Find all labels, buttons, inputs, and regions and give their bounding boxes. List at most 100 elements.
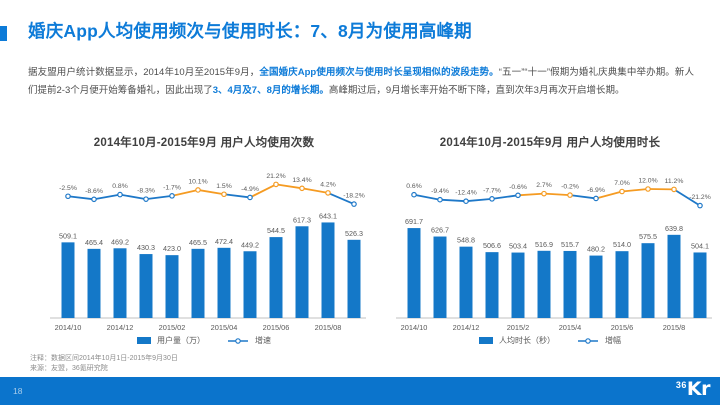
line-marker [299,185,305,192]
growth-percent-label: 10.1% [188,178,207,185]
chart-usage-duration-title: 2014年10月-2015年9月 用户人均使用时长 [439,137,661,149]
growth-line-segment [621,188,649,193]
bar-value-label: 504.1 [691,241,709,250]
growth-percent-label: -21.2% [689,194,711,201]
bar-value-label: 548.8 [457,236,475,245]
bar [347,239,361,318]
growth-percent-label: -8.6% [85,188,103,195]
bar [113,248,127,318]
growth-line-segment [543,192,571,196]
growth-line-segment [249,183,277,199]
bar [321,222,335,318]
line-marker [221,191,227,198]
line-marker [247,194,253,201]
bar [243,251,257,318]
growth-percent-label: 0.6% [406,183,422,190]
growth-percent-label: 7.0% [614,180,630,187]
growth-percent-label: -4.9% [241,186,259,193]
growth-line-segment [119,193,147,201]
logo-kr: Kr [686,378,711,400]
bar-legend-label: 用户量（万） [157,336,205,345]
line-marker [567,192,573,198]
bar-legend-swatch [479,337,493,344]
growth-line-segment [93,193,121,201]
line-marker [169,193,175,199]
bar-value-label: 515.7 [561,240,579,249]
growth-line-group: 0.6% -9.4% -12.4% -7.7% -0.6% 2.7% -0.2% -6.9% 7… [406,178,711,209]
line-marker [697,202,703,209]
bar [615,251,629,318]
bars-group: 509.1 465.4 469.2 430.3 423.0 465.5 472.4 449.2… [59,211,363,318]
usage-count-plot: 509.1 465.4 469.2 430.3 423.0 465.5 472.4 449.2… [50,173,366,332]
line-marker [117,191,123,198]
bar [433,236,447,318]
line-marker [463,198,469,205]
line-marker [325,190,331,196]
bar-value-label: 643.1 [319,211,337,220]
line-marker [671,186,677,193]
bar-legend-label: 人均时长（秒） [499,336,555,345]
bar [693,252,707,318]
growth-line-segment [171,189,199,197]
growth-line-segment [197,189,225,196]
growth-line-segment [569,194,597,200]
note-source: 来源：友盟，36氪研究院 [30,365,108,372]
bar-value-label: 430.3 [137,243,155,252]
line-marker [619,188,625,195]
bar-value-label: 506.6 [483,241,501,250]
growth-line-segment [465,197,493,203]
bar-value-label: 544.5 [267,226,285,235]
charts-row: 2014年10月-2015年9月 用户人均使用次数 509.1 465.4 469.… [36,134,718,346]
page-title: 婚庆App人均使用频次与使用时长：7、8月为使用高峰期 [28,21,472,41]
growth-percent-label: -1.7% [163,184,181,191]
bar-value-label: 423.0 [163,244,181,253]
growth-percent-label: -8.3% [137,188,155,195]
body-segment: 据友盟用户统计数据显示，2014年10月至2015年9月， [28,67,260,78]
bar [563,250,577,318]
growth-line-segment [67,195,95,201]
line-marker [541,190,547,197]
line-marker [91,196,97,203]
line-legend-label: 增幅 [605,336,621,345]
x-tick-label: 2015/4 [559,323,582,332]
growth-percent-label: 2.7% [536,182,552,189]
bar [217,247,231,318]
page-number: 18 [13,386,23,396]
body-paragraph: 据友盟用户统计数据显示，2014年10月至2015年9月，全国婚庆App使用频次… [28,64,694,99]
bar-value-label: 691.7 [405,217,423,226]
line-marker [65,193,71,200]
x-tick-label: 2015/2 [507,323,530,332]
growth-line-segment [223,193,251,199]
bar [139,254,153,318]
bar [667,234,681,318]
logo-36kr: 36 Kr [676,378,711,400]
growth-line-segment [595,190,623,200]
bar-value-label: 516.9 [535,240,553,249]
growth-percent-label: -2.5% [59,185,77,192]
body-highlight: 全国婚庆App使用频次与使用时长呈现相似的波段走势。 [259,67,499,78]
bar-value-label: 465.4 [85,238,103,247]
footer-bar: 18 36 Kr [0,377,720,405]
growth-line-segment [145,194,173,201]
growth-percent-label: 1.5% [216,183,232,190]
growth-percent-label: -18.2% [343,193,365,200]
line-marker [645,186,651,192]
x-tick-label: 2014/10 [401,323,428,332]
chart-usage-duration-legend: 人均时长（秒） 增幅 [382,335,718,346]
line-legend-icon [578,337,598,344]
line-marker [273,181,279,188]
growth-line-segment [673,188,701,207]
line-marker [143,196,149,202]
bar [485,252,499,318]
growth-percent-label: 0.8% [112,183,128,190]
bar [61,242,75,318]
bar-value-label: 503.4 [509,242,527,251]
line-marker [437,196,443,203]
chart-usage-duration: 2014年10月-2015年9月 用户人均使用时长 691.7 626.7 548.… [382,134,718,346]
bar-value-label: 617.3 [293,215,311,224]
growth-percent-label: -0.2% [561,184,579,191]
bar [191,248,205,318]
bar [641,243,655,318]
x-tick-label: 2015/04 [211,323,238,332]
bar-value-label: 626.7 [431,226,449,235]
